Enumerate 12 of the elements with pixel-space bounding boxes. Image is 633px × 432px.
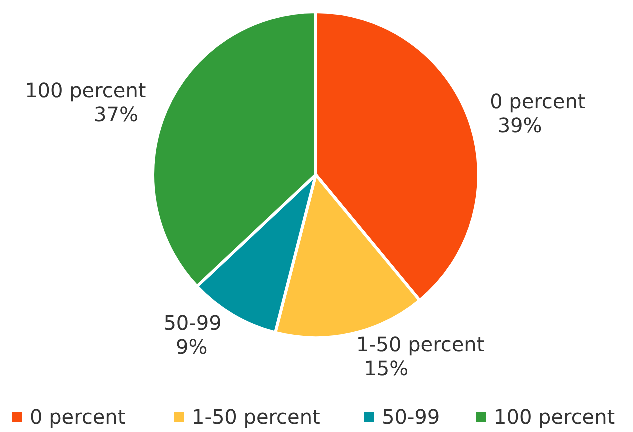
legend-label: 1-50 percent [192, 405, 321, 429]
legend-label: 100 percent [494, 405, 616, 429]
legend-label: 50-99 [382, 405, 440, 429]
legend-label: 0 percent [30, 405, 126, 429]
data-label: 9% [176, 335, 208, 360]
slice-label: 1-50 percent [356, 332, 485, 357]
slice-label: 0 percent [490, 89, 586, 114]
data-label: 15% [364, 356, 409, 381]
data-label: 39% [498, 113, 542, 138]
slice-label: 100 percent [25, 78, 146, 103]
slice-label: 50-99 [164, 311, 222, 336]
data-label: 37% [94, 102, 138, 127]
